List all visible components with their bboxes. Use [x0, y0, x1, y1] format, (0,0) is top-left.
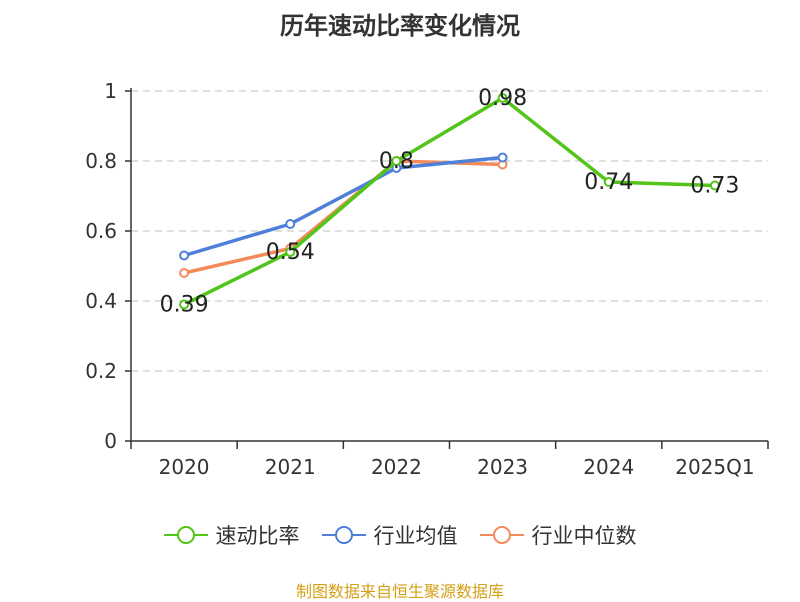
data-label: 0.98: [478, 86, 527, 111]
x-tick-label: 2025Q1: [675, 455, 754, 479]
grid-layer: [131, 90, 768, 372]
legend-item-industry-mean[interactable]: 行业均值: [321, 520, 458, 550]
x-tick-label: 2022: [371, 455, 422, 479]
x-tick-label: 2021: [265, 455, 316, 479]
data-point: [709, 180, 720, 191]
data-point: [179, 299, 190, 310]
y-tick-label: 0: [104, 429, 117, 453]
data-label: 0.8: [379, 149, 414, 174]
data-point: [497, 152, 508, 163]
legend-marker-quick-ratio: [163, 526, 208, 544]
data-label: 0.73: [690, 174, 739, 199]
data-source-note: 制图数据来自恒生聚源数据库: [295, 582, 504, 601]
legend-marker-industry-median: [479, 526, 524, 544]
legend-marker-industry-mean: [321, 526, 366, 544]
data-point: [285, 247, 296, 257]
legend-label: 行业中位数: [531, 524, 637, 548]
data-label: 0.74: [584, 170, 633, 195]
data-point: [391, 156, 402, 166]
legend-label: 速动比率: [215, 524, 300, 548]
y-tick-label: 0.8: [85, 149, 117, 173]
y-tick-label: 0.2: [85, 359, 117, 383]
data-label-layer: 0.39 0.54 0.8 0.98 0.74 0.73: [160, 86, 740, 318]
x-tick-label: 2020: [159, 455, 210, 479]
axis-layer: 0 0.2 0.4 0.6 0.8 1 2020 2021 2022 2023 2024 2025Q1: [85, 79, 769, 479]
y-tick-label: 0.6: [85, 219, 117, 243]
chart-title: 历年速动比率变化情况: [280, 12, 520, 40]
data-label: 0.54: [266, 240, 315, 265]
legend-label: 行业均值: [373, 524, 458, 548]
series-line: [183, 96, 715, 307]
series-layer: [179, 93, 720, 310]
legend-item-quick-ratio[interactable]: 速动比率: [163, 520, 300, 550]
data-point: [285, 219, 296, 229]
x-tick-label: 2023: [477, 455, 528, 479]
x-tick-label: 2024: [583, 455, 634, 479]
data-point: [603, 177, 614, 187]
data-label: 0.39: [160, 293, 209, 318]
series-line: [183, 159, 503, 275]
data-point: [179, 268, 190, 278]
y-tick-label: 1: [104, 79, 117, 103]
legend-item-industry-median[interactable]: 行业中位数: [479, 520, 637, 550]
data-point: [179, 250, 190, 261]
series-line: [183, 155, 503, 258]
data-point: [497, 93, 508, 103]
y-tick-label: 0.4: [85, 289, 117, 313]
legend: 速动比率 行业均值 行业中位数: [0, 520, 800, 550]
